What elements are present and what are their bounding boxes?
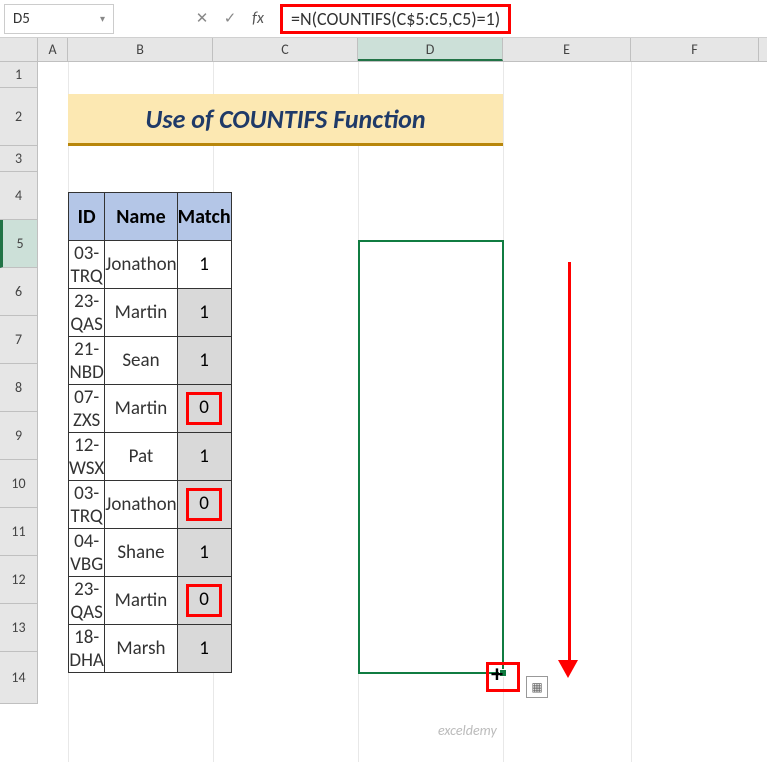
page-title: Use of COUNTIFS Function (68, 94, 503, 146)
cell-name[interactable]: Martin (105, 577, 177, 625)
spreadsheet-grid: A B C D E F 1 2 3 4 5 6 7 8 9 10 11 12 1… (0, 38, 767, 62)
arrow-line (568, 262, 571, 662)
row-header-1[interactable]: 1 (0, 62, 38, 88)
row-header-6[interactable]: 6 (0, 268, 38, 316)
column-headers: A B C D E F (0, 38, 767, 62)
table-row: 03-TRQ Jonathon 1 (69, 241, 232, 289)
cell-name[interactable]: Shane (105, 529, 177, 577)
row-header-11[interactable]: 11 (0, 508, 38, 556)
table-row: 03-TRQ Jonathon 0 (69, 481, 232, 529)
col-header-E[interactable]: E (503, 38, 631, 61)
watermark: exceldemy (438, 722, 497, 739)
chevron-down-icon[interactable]: ▾ (100, 12, 105, 25)
fill-cursor-icon: + (491, 660, 503, 689)
header-match: Match (177, 193, 231, 241)
table-row: 12-WSX Pat 1 (69, 433, 232, 481)
cell-match[interactable]: 0 (177, 385, 231, 433)
fx-icon[interactable]: fx (244, 5, 272, 33)
autofill-options-icon[interactable]: ▦ (526, 676, 548, 698)
header-name: Name (105, 193, 177, 241)
cancel-icon[interactable]: ✕ (188, 5, 216, 33)
col-header-A[interactable]: A (38, 38, 68, 61)
row-header-7[interactable]: 7 (0, 316, 38, 364)
enter-icon[interactable]: ✓ (216, 5, 244, 33)
cell-name[interactable]: Sean (105, 337, 177, 385)
formula-bar: D5 ▾ ✕ ✓ fx =N(COUNTIFS(C$5:C5,C5)=1) (0, 0, 767, 38)
highlight-box: 0 (186, 488, 222, 521)
cell-match[interactable]: 1 (177, 241, 231, 289)
table-row: 23-QAS Martin 0 (69, 577, 232, 625)
cell-id[interactable]: 18-DHA (69, 625, 105, 673)
header-id: ID (69, 193, 105, 241)
cell-match[interactable]: 1 (177, 337, 231, 385)
col-header-F[interactable]: F (631, 38, 759, 61)
cell-id[interactable]: 04-VBG (69, 529, 105, 577)
highlight-box: 0 (186, 392, 222, 425)
row-header-13[interactable]: 13 (0, 604, 38, 652)
cell-id[interactable]: 12-WSX (69, 433, 105, 481)
row-header-8[interactable]: 8 (0, 364, 38, 412)
cell-name[interactable]: Martin (105, 385, 177, 433)
cell-id[interactable]: 03-TRQ (69, 481, 105, 529)
data-table: ID Name Match 03-TRQ Jonathon 1 23-QAS M… (68, 192, 232, 673)
table-row: 21-NBD Sean 1 (69, 337, 232, 385)
formula-text: =N(COUNTIFS(C$5:C5,C5)=1) (291, 8, 500, 30)
cell-reference: D5 (13, 10, 30, 28)
cell-id[interactable]: 23-QAS (69, 289, 105, 337)
highlight-box: 0 (186, 584, 222, 617)
row-header-4[interactable]: 4 (0, 172, 38, 220)
col-header-B[interactable]: B (68, 38, 213, 61)
formula-input[interactable]: =N(COUNTIFS(C$5:C5,C5)=1) (280, 4, 511, 34)
table-row: 04-VBG Shane 1 (69, 529, 232, 577)
table-row: 18-DHA Marsh 1 (69, 625, 232, 673)
row-header-10[interactable]: 10 (0, 460, 38, 508)
cell-match[interactable]: 1 (177, 529, 231, 577)
row-header-2[interactable]: 2 (0, 88, 38, 146)
col-header-D[interactable]: D (358, 38, 503, 61)
cell-id[interactable]: 23-QAS (69, 577, 105, 625)
cell-id[interactable]: 07-ZXS (69, 385, 105, 433)
row-header-14[interactable]: 14 (0, 652, 38, 704)
cell-name[interactable]: Jonathon (105, 481, 177, 529)
cell-name[interactable]: Jonathon (105, 241, 177, 289)
cell-match[interactable]: 1 (177, 289, 231, 337)
row-header-9[interactable]: 9 (0, 412, 38, 460)
cell-match[interactable]: 0 (177, 481, 231, 529)
table-header-row: ID Name Match (69, 193, 232, 241)
cell-match[interactable]: 1 (177, 433, 231, 481)
cell-id[interactable]: 21-NBD (69, 337, 105, 385)
table-row: 07-ZXS Martin 0 (69, 385, 232, 433)
cell-name[interactable]: Martin (105, 289, 177, 337)
table-row: 23-QAS Martin 1 (69, 289, 232, 337)
cell-name[interactable]: Pat (105, 433, 177, 481)
row-header-5[interactable]: 5 (0, 220, 38, 268)
row-header-12[interactable]: 12 (0, 556, 38, 604)
arrow-down-icon (558, 660, 578, 678)
cell-match[interactable]: 0 (177, 577, 231, 625)
row-header-3[interactable]: 3 (0, 146, 38, 172)
selection-border (358, 240, 504, 674)
name-box[interactable]: D5 ▾ (4, 4, 114, 34)
cell-match[interactable]: 1 (177, 625, 231, 673)
cell-id[interactable]: 03-TRQ (69, 241, 105, 289)
col-header-C[interactable]: C (213, 38, 358, 61)
select-all-corner[interactable] (0, 38, 38, 61)
cell-name[interactable]: Marsh (105, 625, 177, 673)
